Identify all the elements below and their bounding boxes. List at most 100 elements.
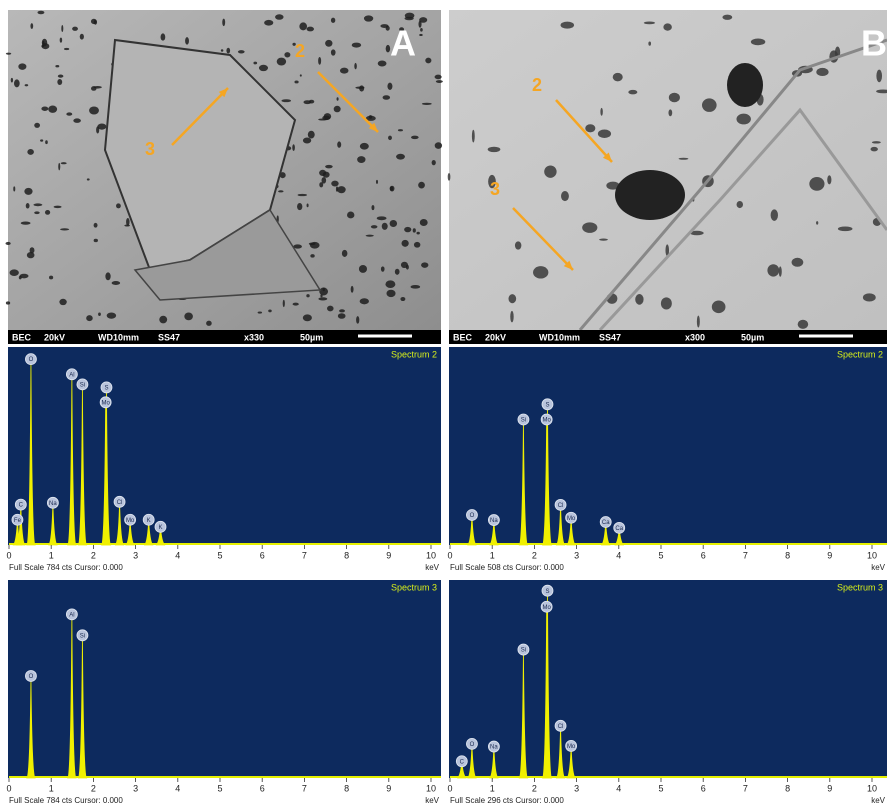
x-tick-label: 5 [658,550,663,560]
sem-particle [628,90,637,95]
sem-particle [307,27,314,32]
sem-particle [94,20,97,25]
sem-particle [159,316,167,324]
sem-particle [325,165,333,168]
sem-particle [420,219,428,226]
panel: B23BEC20kVWD10mmSS47x30050µmSpectrum 2ON… [447,10,887,809]
sem-particle [319,288,328,296]
sem-particle [436,80,443,83]
info-item: 50µm [300,332,323,342]
sem-particle [337,97,339,100]
sem-particle [80,34,84,40]
spectrum-title: Spectrum 2 [391,349,437,359]
sem-particle [668,109,672,116]
sem-particle [515,241,521,249]
sem-particle [827,175,831,184]
sem-particle [299,22,307,30]
sem-particle [303,138,311,144]
sem-particle [297,203,302,210]
sem-particle [435,142,442,149]
x-tick-label: 10 [867,550,877,560]
sem-particle [61,162,67,164]
sem-particle [488,147,501,152]
info-item: WD10mm [539,332,580,342]
sem-particle [226,48,230,54]
sem-particle [309,243,316,246]
sem-particle [472,130,475,143]
sem-particle [6,301,10,304]
sem-particle [413,228,416,232]
sem-particle [377,216,387,220]
arrow-marker: 2 [295,41,305,61]
sem-particle [275,14,283,20]
sem-particle [87,178,90,180]
sem-particle [402,240,409,247]
sem-particle [809,177,824,191]
dark-cluster [615,170,685,220]
sem-particle [33,203,42,206]
peak-label: Al [69,612,74,618]
x-tick-label: 8 [344,550,349,560]
spectrum-title: Spectrum 2 [837,349,883,359]
sem-particle [283,300,285,307]
sem-particle [18,63,26,70]
peak-label: O [29,357,34,363]
x-tick-label: 1 [49,783,54,793]
sem-particle [318,297,327,300]
info-item: x300 [685,332,705,342]
info-item: 50µm [741,332,764,342]
dark-cluster [727,63,763,107]
spectrum-title: Spectrum 3 [837,582,883,592]
sem-particle [404,227,411,232]
x-tick-label: 4 [175,550,180,560]
x-tick-label: 10 [426,550,436,560]
sem-particle [661,297,672,309]
spectrum-footer: Full Scale 296 cts Cursor: 0.000 [450,796,564,805]
x-tick-label: 5 [217,550,222,560]
sem-particle [58,163,60,170]
sem-particle [396,154,405,160]
x-tick-label: 9 [386,783,391,793]
sem-particle [6,53,11,55]
sem-particle [712,301,726,314]
peak-label: Cl [558,503,564,509]
sem-particle [736,114,750,125]
peak-label: O [29,674,34,680]
figure: A23BEC20kVWD10mmSS47x33050µmSpectrum 2CF… [0,0,887,809]
arrow-marker: 2 [532,75,542,95]
x-tick-label: 2 [91,783,96,793]
sem-particle [390,186,393,191]
peak-label: S [104,385,108,391]
sem-particle [448,173,451,181]
sem-particle [360,298,369,304]
sem-particle [663,23,672,30]
sem-particle [307,203,309,207]
sem-particle [340,68,348,74]
sem-particle [418,182,425,189]
panel-letter: B [861,23,887,64]
sem-particle [582,222,597,232]
sem-particle [871,147,878,152]
x-tick-label: 7 [302,783,307,793]
x-tick-label: 0 [6,783,11,793]
sem-particle [679,158,689,160]
sem-particle [97,124,106,130]
sem-particle [86,315,93,321]
peak-label: Na [49,501,57,507]
sem-particle [364,15,373,21]
sem-particle [697,316,700,328]
sem-particle [544,165,556,177]
sem-particle [49,276,53,280]
x-unit: keV [425,563,439,572]
x-unit: keV [871,796,885,805]
sem-particle [66,112,72,115]
x-tick-label: 1 [490,550,495,560]
sem-particle [347,212,354,219]
x-tick-label: 2 [91,550,96,560]
sem-particle [58,75,63,78]
sem-particle [72,27,78,31]
sem-particle [294,81,298,84]
sem-particle [27,252,35,258]
sem-particle [411,285,421,289]
sem-particle [508,294,516,303]
